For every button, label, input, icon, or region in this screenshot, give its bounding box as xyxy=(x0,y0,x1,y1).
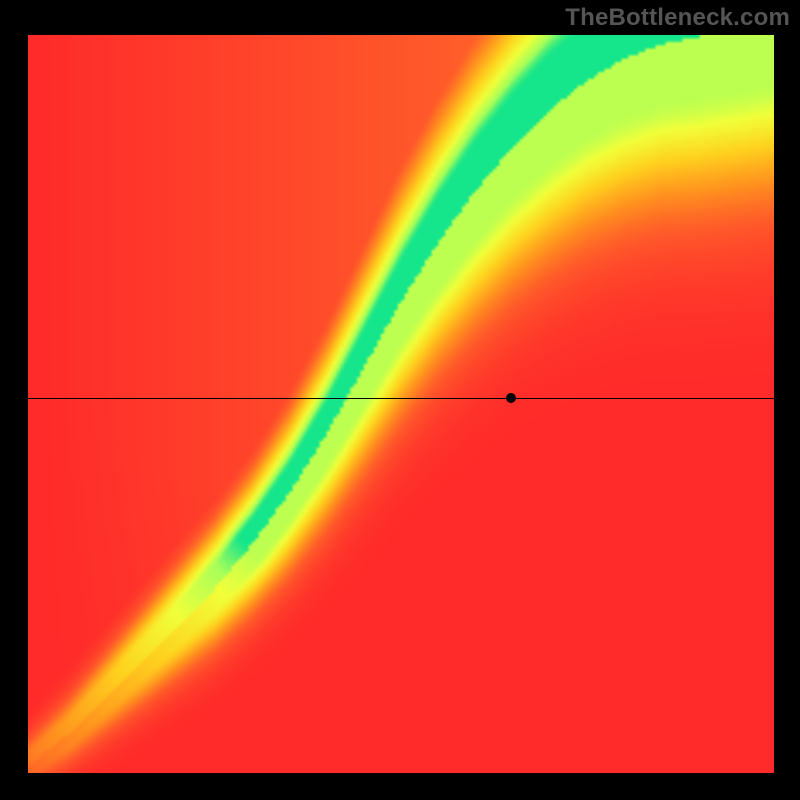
marker-dot xyxy=(506,393,516,403)
crosshair-vertical xyxy=(511,773,512,800)
heatmap-plot xyxy=(28,35,774,773)
figure-stage: TheBottleneck.com xyxy=(0,0,800,800)
watermark-text: TheBottleneck.com xyxy=(565,4,790,32)
heatmap-canvas xyxy=(28,35,774,773)
crosshair-horizontal xyxy=(28,398,774,399)
